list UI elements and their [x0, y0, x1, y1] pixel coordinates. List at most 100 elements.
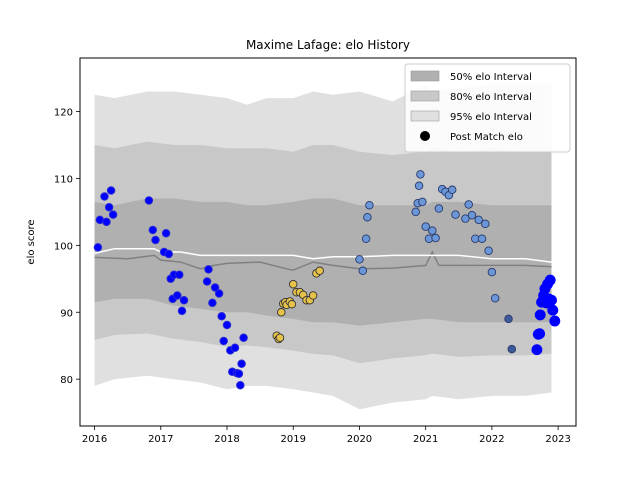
- legend: 50% elo Interval 80% elo Interval 95% elo …: [404, 63, 571, 153]
- chart-title: Maxime Lafage: elo History: [246, 38, 410, 52]
- data-point: [487, 267, 497, 277]
- data-point: [531, 344, 543, 356]
- data-point: [421, 222, 430, 231]
- data-point: [164, 249, 173, 259]
- data-point: [230, 343, 240, 352]
- data-point: [547, 304, 559, 316]
- data-point: [237, 359, 246, 369]
- data-point: [477, 234, 487, 243]
- data-point: [219, 336, 228, 346]
- data-point: [100, 192, 109, 201]
- mean-elo-line: [94, 247, 552, 263]
- data-point: [93, 243, 103, 252]
- data-point: [416, 170, 425, 179]
- x-tick-label: 2022: [479, 434, 504, 445]
- y-tick-label: 110: [54, 174, 73, 185]
- data-point: [148, 225, 158, 235]
- data-point: [464, 200, 473, 209]
- data-point: [173, 291, 182, 300]
- y-tick-label: 80: [60, 375, 73, 386]
- data-point: [534, 309, 546, 321]
- data-point: [234, 369, 244, 379]
- data-point: [144, 196, 154, 205]
- data-point: [484, 246, 493, 255]
- data-point: [239, 333, 248, 342]
- data-point: [414, 181, 424, 191]
- data-point: [102, 217, 111, 227]
- elo-series-3: [355, 170, 500, 303]
- data-point: [358, 266, 368, 276]
- data-point: [161, 229, 171, 238]
- data-point: [434, 204, 444, 213]
- data-point: [363, 212, 372, 222]
- data-point: [315, 266, 324, 276]
- data-point: [106, 186, 116, 195]
- data-point: [202, 277, 212, 286]
- data-point: [179, 295, 189, 305]
- data-point: [217, 312, 226, 321]
- data-point: [361, 234, 371, 243]
- data-point: [275, 333, 285, 342]
- data-point: [544, 274, 556, 286]
- x-tick-label: 2019: [281, 434, 306, 445]
- band-50-interval: [94, 198, 552, 326]
- legend-swatch: [410, 90, 440, 102]
- x-tick-label: 2017: [148, 434, 173, 445]
- data-point: [104, 202, 114, 212]
- data-point: [308, 291, 318, 300]
- legend-label: Post Match elo: [450, 132, 523, 143]
- data-point: [490, 293, 500, 303]
- data-point: [428, 226, 437, 235]
- elo-series-2: [272, 266, 324, 344]
- plot-area: [93, 84, 561, 410]
- legend-swatch: [410, 70, 440, 82]
- data-point: [222, 320, 232, 330]
- data-point: [534, 328, 546, 340]
- data-point: [287, 299, 297, 309]
- data-point: [177, 306, 187, 316]
- data-point: [431, 233, 440, 243]
- y-axis-label: elo score: [26, 219, 37, 264]
- x-axis: 2016 2017 2018 2019 2020 2021 2022 2023: [82, 426, 571, 445]
- data-point: [451, 210, 460, 219]
- legend-label: 95% elo Interval: [450, 112, 532, 123]
- x-tick-label: 2021: [413, 434, 438, 445]
- median-elo-line: [94, 250, 552, 271]
- y-tick-label: 90: [60, 308, 73, 319]
- x-tick-label: 2023: [545, 434, 570, 445]
- data-point: [365, 200, 374, 210]
- data-point: [461, 214, 470, 223]
- y-tick-label: 100: [54, 241, 73, 252]
- data-point: [411, 207, 420, 217]
- axes-frame: [79, 57, 577, 427]
- data-point: [208, 298, 217, 308]
- data-point: [507, 344, 517, 354]
- data-point: [236, 380, 245, 390]
- legend-marker: [420, 131, 430, 141]
- elo-series-5: [531, 274, 561, 356]
- data-point: [108, 210, 118, 219]
- data-point: [481, 219, 490, 229]
- data-point: [549, 315, 561, 327]
- data-point: [175, 270, 184, 280]
- elo-series-4: [504, 314, 517, 354]
- data-point: [288, 279, 298, 289]
- data-point: [546, 294, 557, 306]
- data-point: [277, 308, 286, 317]
- data-point: [355, 255, 364, 264]
- data-point: [210, 283, 220, 292]
- data-point: [474, 215, 483, 225]
- legend-label: 50% elo Interval: [450, 72, 532, 83]
- data-point: [447, 185, 457, 195]
- legend-swatch: [410, 110, 440, 122]
- data-point: [151, 235, 160, 245]
- x-tick-label: 2020: [347, 434, 372, 445]
- data-point: [418, 197, 427, 207]
- data-point: [504, 314, 513, 324]
- elo-series-1: [93, 186, 248, 390]
- data-point: [467, 210, 477, 220]
- y-tick-label: 120: [54, 108, 73, 119]
- legend-box: [404, 63, 571, 153]
- y-axis: 80 90 100 110 120: [54, 108, 80, 386]
